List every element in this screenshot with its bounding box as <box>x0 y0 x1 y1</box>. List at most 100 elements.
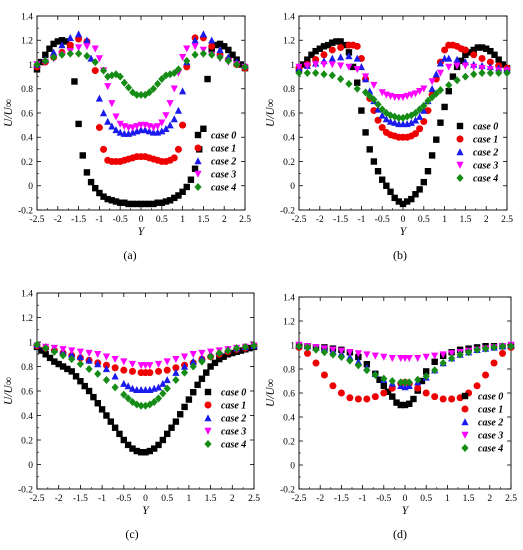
data-point <box>67 34 74 41</box>
data-point <box>112 383 119 391</box>
data-point <box>203 369 209 375</box>
data-point <box>346 394 353 401</box>
data-point <box>363 351 370 358</box>
data-point <box>108 418 114 424</box>
legend-marker <box>461 432 468 439</box>
y-tick-label: 0.8 <box>21 363 33 373</box>
data-point <box>441 104 447 110</box>
data-point <box>375 168 381 174</box>
x-tick-label: -2.5 <box>29 494 44 504</box>
x-tick-label: -1 <box>95 215 103 225</box>
series-case-3 <box>295 61 510 101</box>
legend-label: case 1 <box>473 135 498 146</box>
data-point <box>431 393 438 400</box>
data-point <box>440 396 447 403</box>
data-point <box>338 390 345 397</box>
data-point <box>104 83 111 90</box>
legend-label: case 2 <box>211 157 236 168</box>
data-point <box>387 189 393 195</box>
y-tick-label: 1.2 <box>21 37 33 47</box>
data-point <box>179 122 186 129</box>
data-point <box>75 30 82 37</box>
data-point <box>198 350 205 357</box>
data-point <box>200 50 207 58</box>
data-point <box>191 51 198 59</box>
x-tick-label: 2.5 <box>505 494 517 504</box>
y-tick-label: -0.2 <box>280 206 295 216</box>
data-point <box>363 366 370 374</box>
x-tick-label: -0.5 <box>375 215 390 225</box>
legend-marker <box>462 406 469 413</box>
chart-panel-4: -2.5 -2 -1.5 -1 -0.5 0 0.5 1 1.5 2 2.5-0.200.20.40… <box>265 293 517 541</box>
legend-marker <box>205 389 211 395</box>
y-tick-label: -0.2 <box>18 206 33 216</box>
data-point <box>67 42 74 49</box>
chart-panel-1: -2.5 -2 -1.5 -1 -0.5 0 0.5 1 1.5 2 2.5-0.200.20.40… <box>3 12 251 262</box>
data-point <box>75 50 82 58</box>
panel-caption: (c) <box>125 527 138 541</box>
legend-label: case 3 <box>473 161 498 172</box>
x-axis-label: Y <box>142 505 150 517</box>
legend-label: case 2 <box>221 414 246 425</box>
data-point <box>320 70 327 78</box>
data-point <box>85 350 92 357</box>
data-point <box>204 76 210 82</box>
data-point <box>433 136 439 142</box>
x-axis-label: Y <box>402 505 410 517</box>
legend-marker <box>194 183 201 191</box>
y-tick-label: 0.2 <box>21 436 33 446</box>
data-point <box>155 361 162 368</box>
data-point <box>355 361 362 369</box>
y-tick-label: -0.2 <box>280 485 295 495</box>
legend-marker <box>461 444 468 452</box>
data-point <box>171 115 178 122</box>
data-point <box>186 396 192 402</box>
x-tick-label: 1.5 <box>197 215 209 225</box>
data-point <box>200 30 207 37</box>
data-point <box>103 376 110 384</box>
data-point <box>103 354 110 361</box>
y-tick-label: 1.4 <box>21 289 33 299</box>
legend-label: case 2 <box>473 148 498 159</box>
y-tick-label: 0.4 <box>283 134 295 144</box>
x-tick-label: -0.5 <box>113 215 128 225</box>
legend-marker <box>456 148 463 155</box>
legend-label: case 3 <box>478 431 503 442</box>
data-point <box>448 396 455 403</box>
y-tick-label: 1 <box>28 61 33 71</box>
data-point <box>389 355 396 362</box>
y-tick-label: 1.2 <box>21 314 33 324</box>
data-point <box>479 55 486 62</box>
data-point <box>429 152 435 158</box>
x-tick-label: -2 <box>316 494 324 504</box>
y-axis-label: U/U∞ <box>265 379 277 407</box>
legend-marker <box>204 414 211 421</box>
x-tick-label: 0 <box>401 215 406 225</box>
legend-label: case 4 <box>478 444 503 455</box>
x-tick-label: 1 <box>187 494 192 504</box>
data-point <box>71 78 77 84</box>
x-axis-label: Y <box>400 226 408 238</box>
y-tick-label: 1.4 <box>283 293 295 303</box>
y-tick-label: 0.4 <box>283 413 295 423</box>
data-point <box>416 125 423 132</box>
x-tick-label: -1 <box>359 494 367 504</box>
data-point <box>179 87 186 94</box>
data-point <box>321 372 328 379</box>
data-point <box>172 356 179 363</box>
y-tick-label: 0.2 <box>283 158 295 168</box>
x-tick-label: 0 <box>403 494 408 504</box>
x-tick-label: 1.5 <box>463 494 475 504</box>
y-axis-label: U/U∞ <box>3 99 15 127</box>
y-tick-label: 0.6 <box>283 109 295 119</box>
y-tick-label: 1 <box>290 341 295 351</box>
data-point <box>129 368 136 375</box>
data-point <box>120 367 127 374</box>
legend-marker <box>457 123 463 129</box>
data-point <box>470 51 477 58</box>
data-point <box>104 118 111 125</box>
data-point <box>167 100 174 107</box>
legend-marker <box>456 174 463 182</box>
y-tick-label: 0 <box>28 182 33 192</box>
chart-panel-2: -2.5 -2 -1.5 -1 -0.5 0 0.5 1 1.5 2 2.5-0.200.20.40… <box>265 12 513 262</box>
